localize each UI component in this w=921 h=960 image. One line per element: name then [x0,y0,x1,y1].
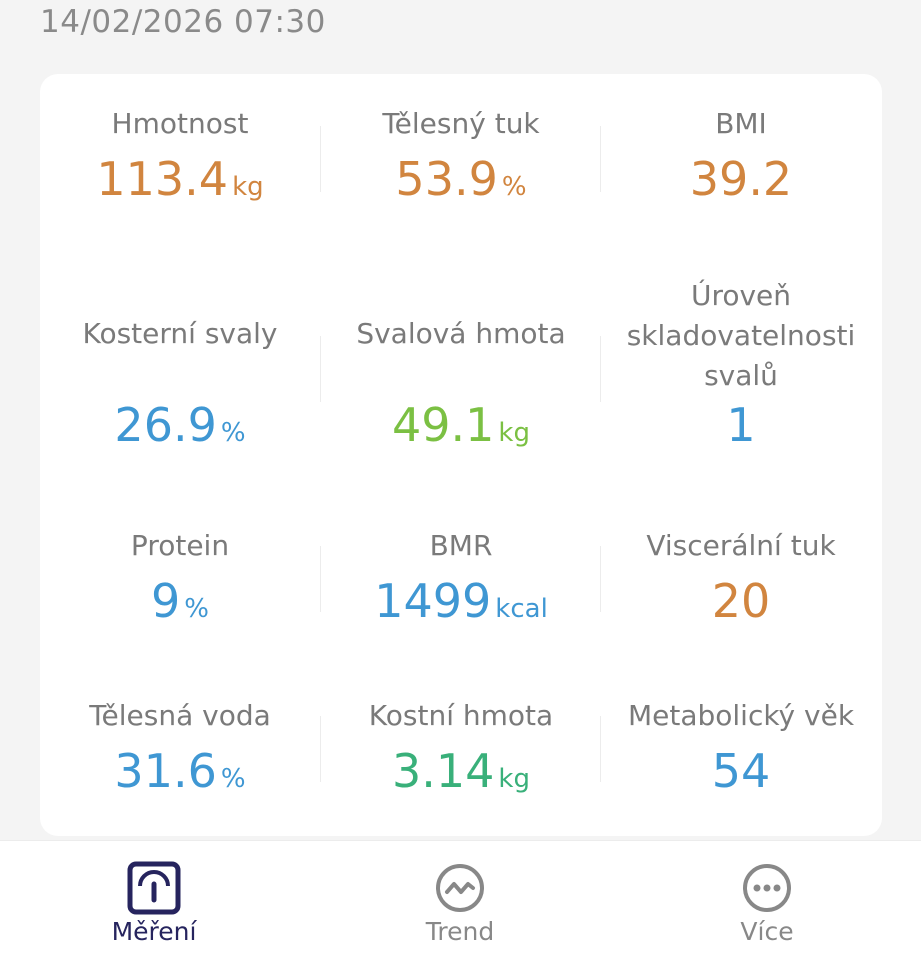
metric-label: Tělesná voda [89,699,271,732]
metric-unit: kg [232,172,264,202]
metric-value-row: 1499 kcal [374,572,548,630]
metric-label: Protein [130,529,230,562]
metric-value: 113.4 [96,152,229,206]
metric-muscle-storage-level[interactable]: Úroveň skladovatelnosti svalů 1 [601,276,881,454]
metric-value: 26.9 [114,398,217,452]
column-divider [600,336,601,402]
column-divider [320,716,321,782]
metric-value: 54 [711,744,771,798]
metric-bone-mass[interactable]: Kostní hmota 3.14 kg [321,696,601,800]
metric-unit: % [220,764,246,794]
metric-unit: % [501,172,527,202]
metric-label: Metabolický věk [627,699,855,732]
column-divider [600,126,601,192]
metric-bmi[interactable]: BMI 39.2 [601,104,881,208]
metric-label: BMI [715,107,767,140]
tab-more[interactable]: Více [667,841,867,960]
metric-weight[interactable]: Hmotnost 113.4 kg [40,104,320,208]
more-icon [743,864,791,912]
metric-value-row: 3.14 kg [392,742,530,800]
scale-icon [127,861,181,915]
tab-trend[interactable]: Trend [360,841,560,960]
metric-label: Kosterní svaly [82,317,278,350]
metric-value: 9 [151,574,181,628]
metric-value: 49.1 [392,398,495,452]
metric-bmr[interactable]: BMR 1499 kcal [321,526,601,630]
trend-icon [436,864,484,912]
metric-value-row: 53.9 % [395,150,526,208]
tab-label: Více [740,917,794,946]
metric-muscle-mass[interactable]: Svalová hmota 49.1 kg [321,314,601,454]
metric-value-row: 26.9 % [114,396,245,454]
column-divider [320,126,321,192]
metric-value: 1499 [374,574,492,628]
column-divider [600,716,601,782]
column-divider [600,546,601,612]
metric-value: 39.2 [689,152,793,206]
metric-metabolic-age[interactable]: Metabolický věk 54 [601,696,881,800]
metric-value-row: 31.6 % [114,742,245,800]
metric-value-row: 9 % [151,572,209,630]
metric-value-row: 20 [712,572,771,630]
metric-label: Hmotnost [111,107,249,140]
metric-value: 53.9 [395,152,498,206]
metric-unit: kg [498,418,530,448]
metric-label-line: skladovatelnosti [626,319,856,352]
metric-protein[interactable]: Protein 9 % [40,526,320,630]
metric-value-row: 49.1 kg [392,396,530,454]
metric-visceral-fat[interactable]: Viscerální tuk 20 [601,526,881,630]
bottom-tab-bar: Měření Trend Více [0,840,921,960]
metric-value-row: 54 [712,742,771,800]
metric-skeletal-muscle[interactable]: Kosterní svaly 26.9 % [40,314,320,454]
metric-body-fat[interactable]: Tělesný tuk 53.9 % [321,104,601,208]
metric-label-line: Úroveň [690,279,792,312]
metric-label: BMR [429,529,493,562]
column-divider [320,336,321,402]
tab-label: Měření [111,917,197,946]
metric-value-row: 1 [726,396,755,454]
metric-unit: kcal [495,594,548,624]
metric-unit: % [220,418,246,448]
metrics-grid: Hmotnost 113.4 kg Tělesný tuk 53.9 % BMI… [40,74,882,836]
metric-label: Viscerální tuk [646,529,836,562]
metric-unit: % [184,594,209,624]
metrics-card: Hmotnost 113.4 kg Tělesný tuk 53.9 % BMI… [40,74,882,836]
metric-value-row: 39.2 [690,150,792,208]
metric-unit: kg [498,764,530,794]
metric-label: Svalová hmota [356,317,566,350]
metric-value: 31.6 [114,744,217,798]
metric-label: Tělesný tuk [382,107,540,140]
metric-value: 20 [711,574,771,628]
measurement-datetime: 14/02/2026 07:30 [40,4,326,40]
metric-value: 1 [726,398,756,452]
metric-value: 3.14 [392,744,495,798]
metric-body-water[interactable]: Tělesná voda 31.6 % [40,696,320,800]
metric-label: Kostní hmota [368,699,554,732]
tab-label: Trend [425,917,495,946]
tab-measurement[interactable]: Měření [54,841,254,960]
metric-value-row: 113.4 kg [96,150,263,208]
metric-label-line: svalů [704,359,778,392]
column-divider [320,546,321,612]
